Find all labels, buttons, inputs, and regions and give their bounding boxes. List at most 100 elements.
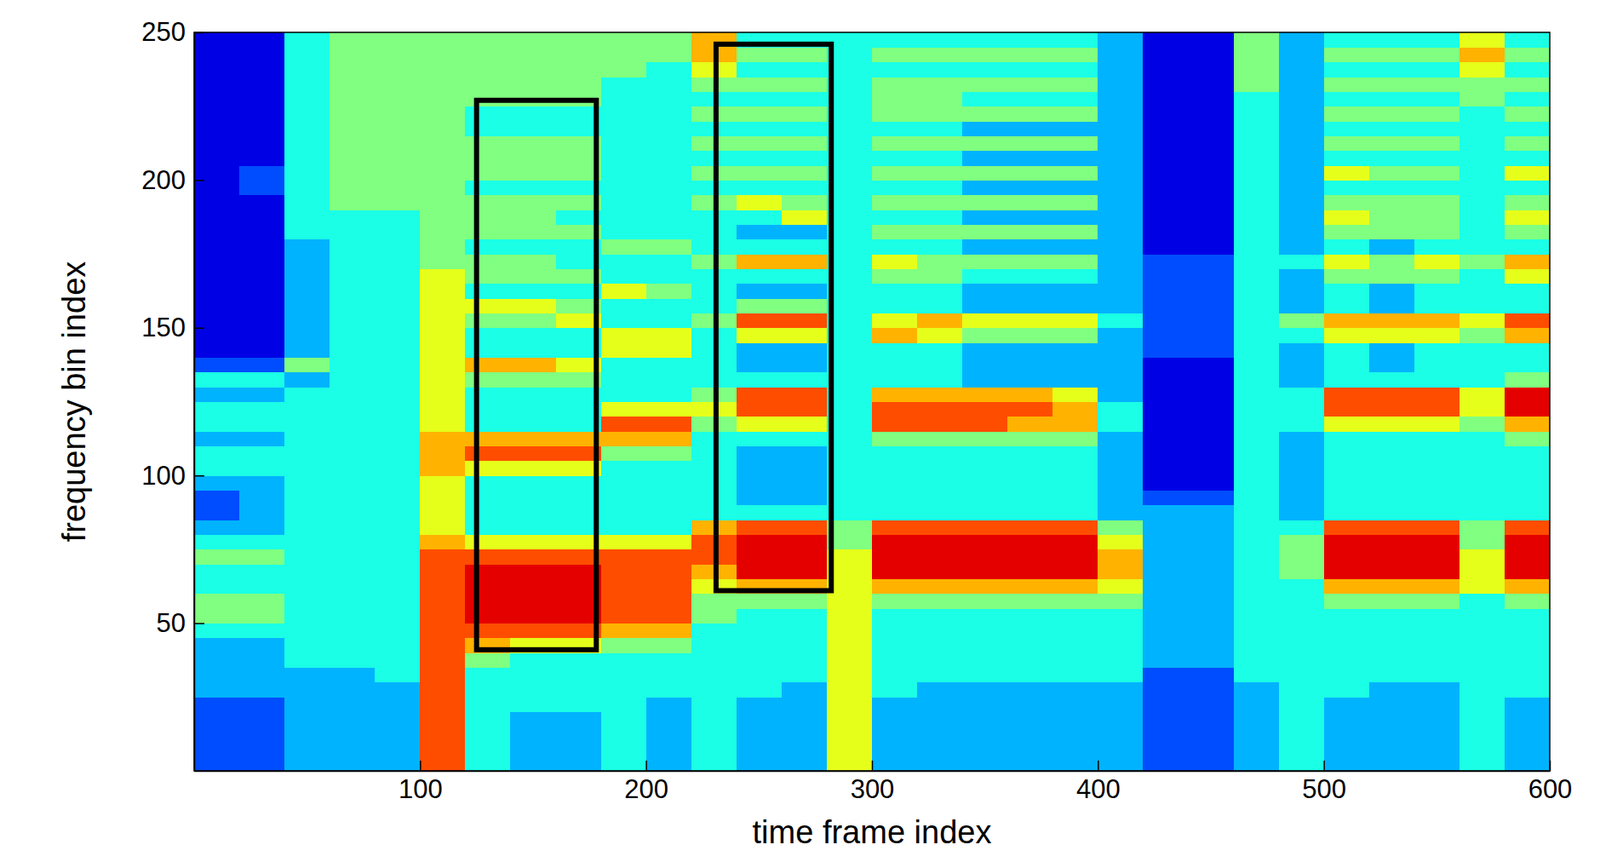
- heatmap-cell: [871, 165, 918, 181]
- heatmap-cell: [1504, 223, 1550, 240]
- heatmap-cell: [419, 91, 466, 107]
- heatmap-cell: [917, 106, 964, 122]
- heatmap-cell: [871, 534, 918, 551]
- heatmap-cell: [1007, 682, 1054, 698]
- heatmap-cell: [781, 209, 828, 225]
- heatmap-cell: [691, 637, 738, 654]
- x-tick-mark: [1549, 760, 1552, 771]
- x-tick-label: 300: [850, 774, 895, 804]
- heatmap-cell: [646, 696, 693, 712]
- heatmap-cell: [1414, 549, 1461, 565]
- heatmap-cell: [1504, 682, 1550, 698]
- heatmap-cell: [464, 682, 511, 698]
- heatmap-cell: [194, 667, 241, 683]
- heatmap-cell: [691, 696, 738, 712]
- heatmap-cell: [464, 298, 511, 314]
- heatmap-cell: [1097, 711, 1144, 728]
- heatmap-cell: [917, 667, 964, 683]
- heatmap-cell: [1414, 268, 1461, 284]
- heatmap-cell: [871, 652, 918, 668]
- heatmap-cell: [464, 593, 511, 609]
- heatmap-cell: [194, 165, 241, 181]
- heatmap-cell: [1187, 46, 1234, 63]
- heatmap-cell: [284, 298, 331, 314]
- heatmap-cell: [1414, 91, 1461, 107]
- heatmap-cell: [601, 135, 648, 151]
- heatmap-cell: [1369, 283, 1416, 299]
- heatmap-cell: [736, 372, 783, 388]
- heatmap-cell: [284, 223, 331, 240]
- heatmap-cell: [962, 563, 1009, 580]
- heatmap-cell: [464, 534, 511, 551]
- y-tick-mark: [194, 475, 205, 477]
- heatmap-cell: [329, 682, 376, 698]
- heatmap-cell: [1187, 534, 1234, 551]
- heatmap-cell: [1459, 534, 1506, 551]
- heatmap-cell: [1007, 490, 1054, 506]
- heatmap-cell: [1142, 76, 1189, 92]
- heatmap-cell: [1233, 194, 1280, 211]
- heatmap-cell: [1097, 740, 1144, 757]
- x-tick-label: 200: [624, 774, 669, 804]
- heatmap-cell: [329, 268, 376, 284]
- heatmap-cell: [1459, 106, 1506, 122]
- heatmap-cell: [601, 475, 648, 491]
- heatmap-cell: [239, 475, 286, 491]
- heatmap-cell: [1187, 711, 1234, 728]
- heatmap-cell: [194, 652, 241, 668]
- heatmap-cell: [1278, 268, 1325, 284]
- heatmap-cell: [510, 711, 557, 728]
- heatmap-cell: [736, 135, 783, 151]
- heatmap-cell: [1504, 446, 1550, 462]
- heatmap-cell: [510, 62, 557, 78]
- heatmap-cell: [284, 91, 331, 107]
- heatmap-cell: [646, 519, 693, 535]
- heatmap-cell: [917, 416, 964, 432]
- heatmap-cell: [1187, 120, 1234, 137]
- heatmap-cell: [1459, 726, 1506, 742]
- heatmap-cell: [329, 91, 376, 107]
- heatmap-cell: [374, 519, 421, 535]
- heatmap-cell: [1142, 165, 1189, 181]
- heatmap-cell: [1324, 593, 1371, 609]
- heatmap-cell: [736, 179, 783, 195]
- heatmap-cell: [1504, 401, 1550, 418]
- heatmap-cell: [1414, 593, 1461, 609]
- heatmap-cell: [1097, 475, 1144, 491]
- heatmap-cell: [962, 165, 1009, 181]
- heatmap-cell: [1414, 401, 1461, 418]
- heatmap-cell: [917, 607, 964, 624]
- heatmap-cell: [464, 446, 511, 462]
- heatmap-cell: [736, 534, 783, 551]
- heatmap-cell: [826, 740, 873, 757]
- heatmap-cell: [464, 223, 511, 240]
- heatmap-cell: [1187, 194, 1234, 211]
- heatmap-cell: [419, 756, 466, 771]
- heatmap-cell: [781, 726, 828, 742]
- heatmap-cell: [464, 253, 511, 270]
- heatmap-cell: [329, 696, 376, 712]
- heatmap-cell: [284, 740, 331, 757]
- heatmap-cell: [1504, 711, 1550, 728]
- heatmap-cell: [1324, 652, 1371, 668]
- heatmap-cell: [1369, 76, 1416, 92]
- heatmap-cell: [194, 298, 241, 314]
- heatmap-cell: [464, 401, 511, 418]
- heatmap-cell: [374, 283, 421, 299]
- heatmap-cell: [194, 62, 241, 78]
- heatmap-cell: [194, 179, 241, 195]
- heatmap-cell: [601, 253, 648, 270]
- heatmap-cell: [871, 179, 918, 195]
- heatmap-cell: [1324, 549, 1371, 565]
- heatmap-cell: [1142, 32, 1189, 48]
- heatmap-cell: [781, 165, 828, 181]
- heatmap-cell: [284, 726, 331, 742]
- heatmap-cell: [1459, 76, 1506, 92]
- heatmap-cell: [1369, 401, 1416, 418]
- heatmap-cell: [917, 652, 964, 668]
- heatmap-cell: [962, 475, 1009, 491]
- heatmap-cell: [284, 268, 331, 284]
- heatmap-cell: [1233, 475, 1280, 491]
- heatmap-cell: [1097, 179, 1144, 195]
- heatmap-cell: [1459, 446, 1506, 462]
